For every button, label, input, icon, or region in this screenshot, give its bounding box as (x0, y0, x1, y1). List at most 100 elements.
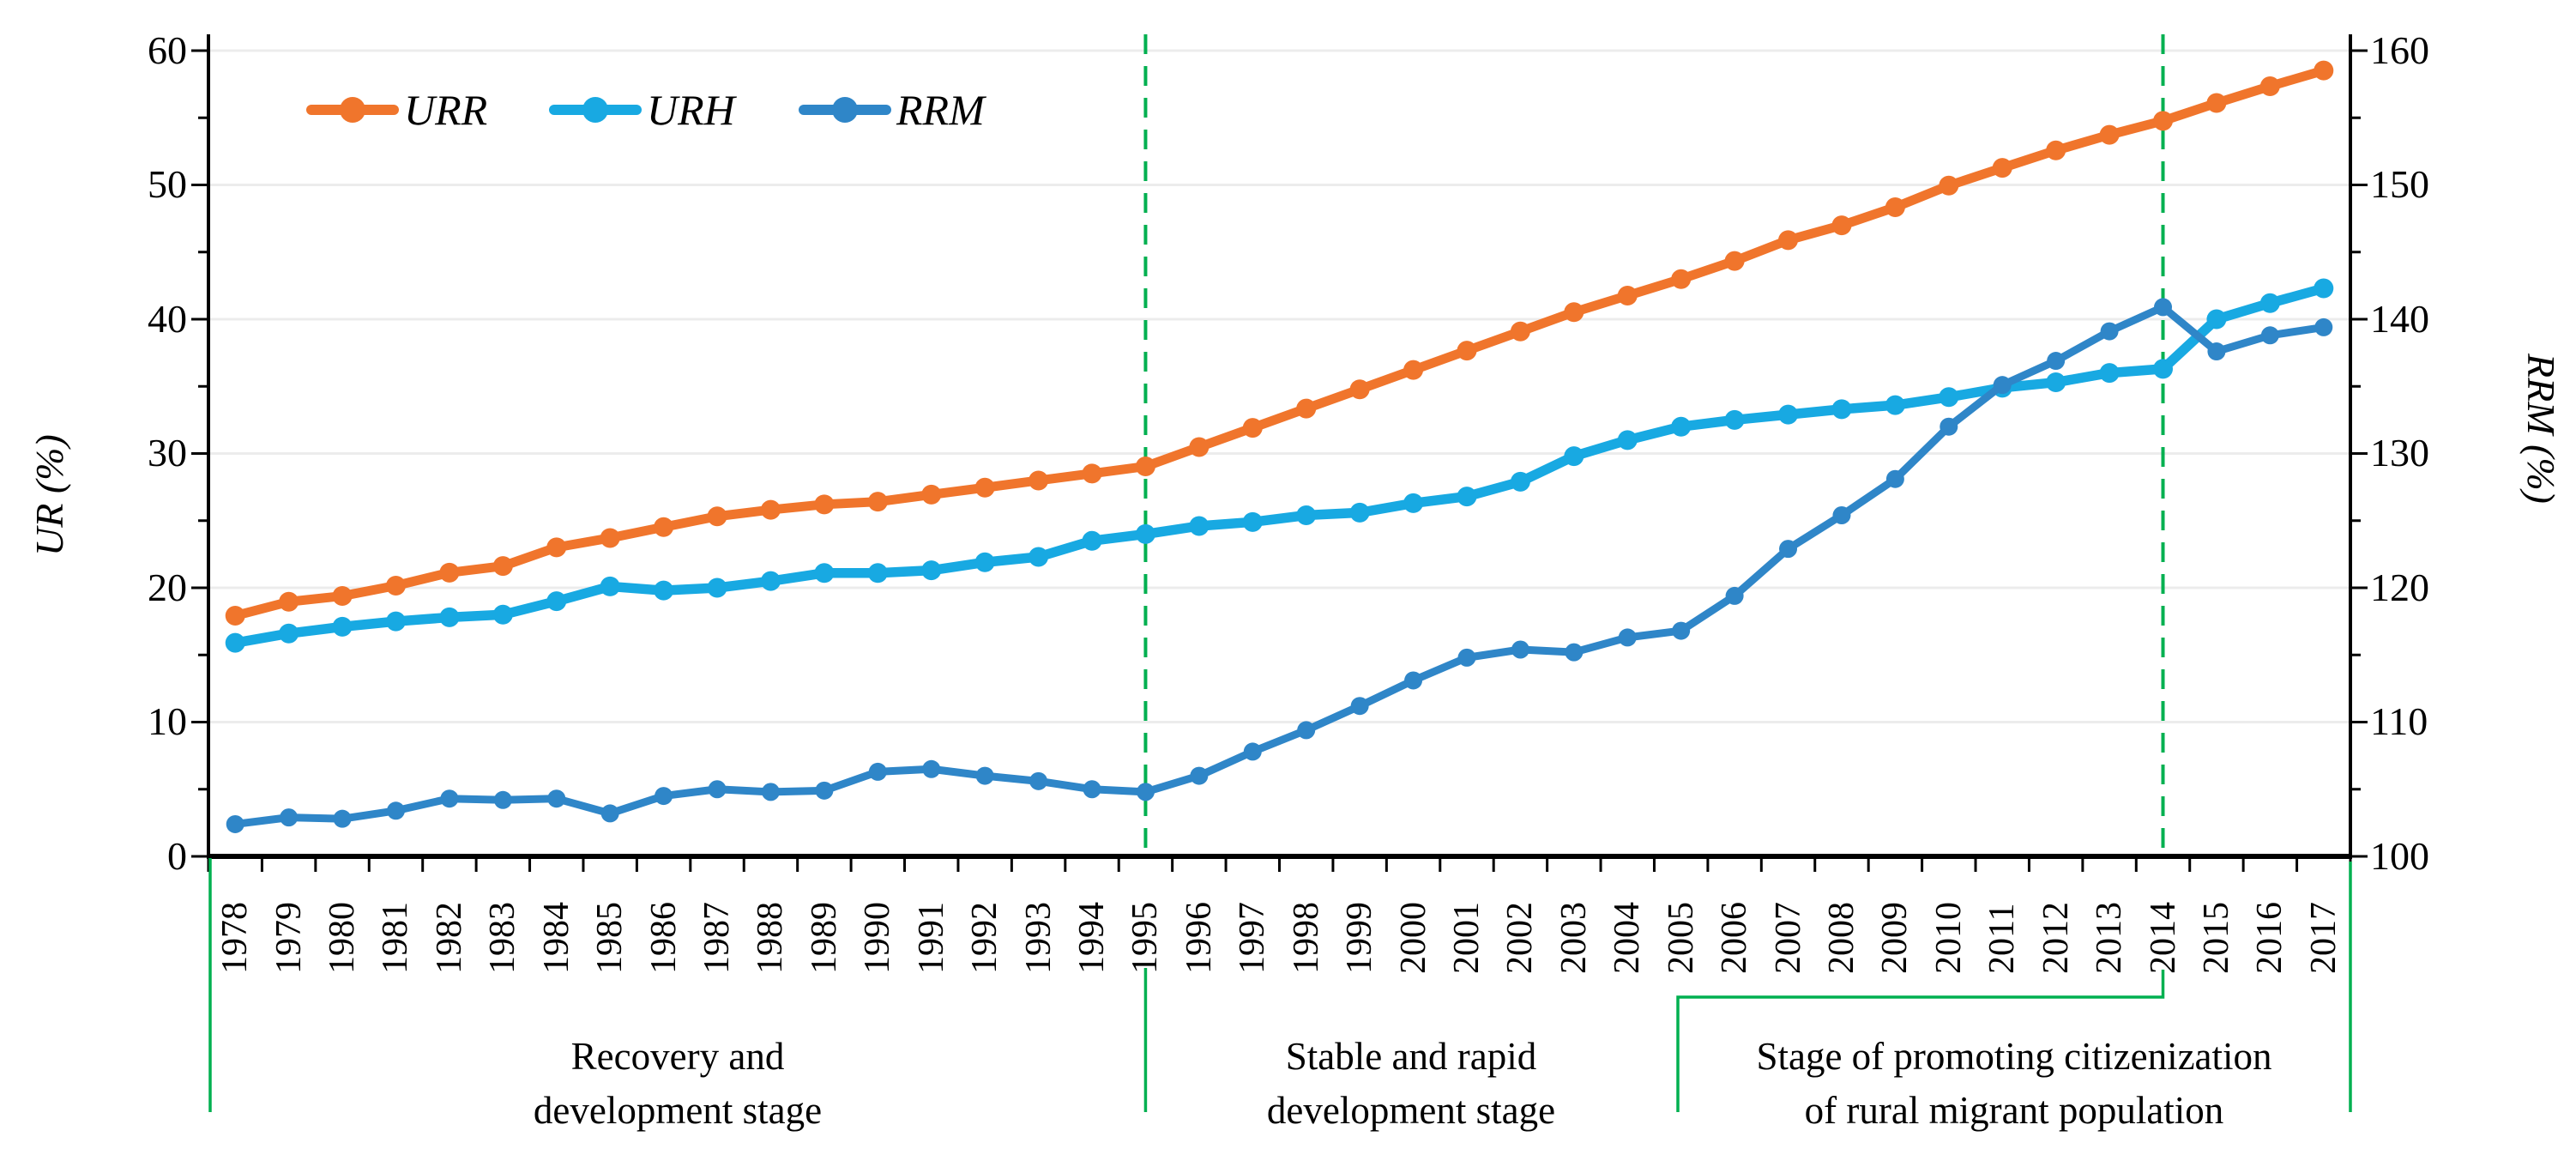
legend-label-rrm: RRM (896, 86, 985, 134)
series-point-urr (2259, 76, 2280, 96)
series-point-urh (974, 552, 995, 572)
series-line-urr (230, 65, 2329, 621)
stage-label-line: Stable and rapid (1285, 1035, 1537, 1078)
x-tick-label-1984: 1984 (536, 902, 576, 974)
series-point-urr (1724, 251, 1745, 271)
series-point-urr (814, 494, 835, 515)
y-tick-label-left: 10 (148, 699, 187, 743)
series-point-urr (1403, 360, 1424, 380)
legend-label-urh: URH (647, 86, 735, 134)
series-point-urr (546, 537, 567, 558)
series-point-rrm (1832, 505, 1851, 524)
series-point-rrm (1190, 766, 1209, 785)
series-point-rrm (708, 780, 727, 799)
series-point-urr (332, 586, 353, 607)
y-tick-label-right: 160 (2370, 28, 2429, 72)
y-tick-label-right: 150 (2370, 162, 2429, 206)
series-point-rrm (333, 809, 352, 828)
series-point-urr (225, 606, 245, 626)
x-tick-label-1981: 1981 (376, 902, 416, 974)
x-tick-label-1978: 1978 (215, 902, 256, 974)
series-point-urr (385, 575, 406, 596)
x-tick-label-1990: 1990 (858, 902, 898, 974)
y-tick-label-left: 60 (148, 28, 187, 72)
series-point-rrm (1136, 783, 1155, 801)
series-point-urh (1939, 387, 1959, 408)
series-point-rrm (2100, 322, 2119, 341)
x-tick-label-2017: 2017 (2303, 902, 2344, 974)
series-point-urh (2314, 278, 2334, 299)
x-tick-label-1985: 1985 (590, 902, 630, 974)
series-point-rrm (1618, 628, 1637, 647)
series-point-urh (1457, 487, 1477, 507)
series-point-urr (439, 562, 460, 583)
series-line-urh (230, 283, 2329, 648)
series-point-urh (760, 571, 781, 591)
y-tick-label-right: 100 (2370, 834, 2429, 878)
series-point-urr (600, 528, 620, 548)
y-tick-label-left: 0 (167, 834, 187, 878)
series-point-urr (1564, 302, 1584, 323)
x-tick-label-2006: 2006 (1715, 902, 1755, 974)
y-tick-label-right: 120 (2370, 565, 2429, 609)
x-tick-label-2005: 2005 (1661, 902, 1701, 974)
series-point-rrm (815, 781, 834, 800)
y-axis-title-left: UR (%) (27, 434, 71, 556)
series-point-urh (867, 563, 888, 584)
series-point-urh (1831, 399, 1852, 420)
x-tick-label-2011: 2011 (1982, 903, 2023, 974)
series-point-urh (1029, 547, 1049, 567)
series-point-urr (654, 517, 674, 537)
series-point-rrm (386, 801, 405, 820)
y-tick-label-left: 50 (148, 162, 187, 206)
x-tick-label-2001: 2001 (1446, 902, 1487, 974)
series-point-rrm (1565, 643, 1584, 662)
series-point-urh (814, 563, 835, 584)
series-point-urr (1296, 398, 1317, 419)
series-point-rrm (975, 766, 994, 785)
legend-swatch-marker-rrm (832, 97, 858, 123)
x-tick-label-1997: 1997 (1233, 902, 1273, 974)
x-tick-label-2015: 2015 (2196, 902, 2236, 974)
x-tick-label-2003: 2003 (1553, 902, 1594, 974)
series-point-rrm (1029, 771, 1048, 790)
x-tick-label-1987: 1987 (697, 902, 738, 974)
series-point-urr (279, 591, 299, 612)
series-point-urh (2099, 363, 2120, 384)
x-tick-label-2016: 2016 (2250, 902, 2290, 974)
series-point-rrm (493, 790, 512, 809)
legend-swatch-marker-urh (582, 97, 608, 123)
series-point-rrm (1083, 780, 1101, 799)
series-point-rrm (2154, 298, 2173, 317)
series-point-rrm (868, 762, 887, 781)
series-point-urh (546, 591, 567, 612)
series-point-urr (1510, 321, 1530, 342)
series-point-urh (279, 623, 299, 644)
series-point-rrm (600, 804, 619, 823)
x-tick-label-2010: 2010 (1928, 902, 1969, 974)
y-tick-label-left: 20 (148, 565, 187, 609)
series-point-urr (2314, 60, 2334, 81)
series-point-urr (1189, 437, 1210, 457)
series-point-urh (921, 560, 942, 581)
series-point-urr (1082, 463, 1102, 484)
series-point-urh (332, 616, 353, 637)
series-point-rrm (1672, 621, 1691, 640)
legend-swatch-marker-urr (340, 97, 365, 123)
series-point-urr (2099, 124, 2120, 145)
series-point-urh (1564, 446, 1584, 467)
series-point-rrm (547, 789, 566, 808)
series-point-rrm (440, 789, 459, 808)
x-tick-label-1992: 1992 (965, 902, 1005, 974)
series-point-rrm (1404, 671, 1423, 690)
series-point-rrm (922, 759, 941, 778)
series-point-urr (1885, 197, 1905, 217)
x-tick-label-1986: 1986 (643, 902, 684, 974)
series-point-rrm (1511, 640, 1529, 659)
series-point-urh (2259, 293, 2280, 313)
series-point-rrm (1993, 376, 2012, 395)
y-axis-title-right: RRM (%) (2519, 354, 2563, 504)
series-point-urr (974, 477, 995, 498)
stage-label-line: Recovery and (570, 1035, 785, 1078)
